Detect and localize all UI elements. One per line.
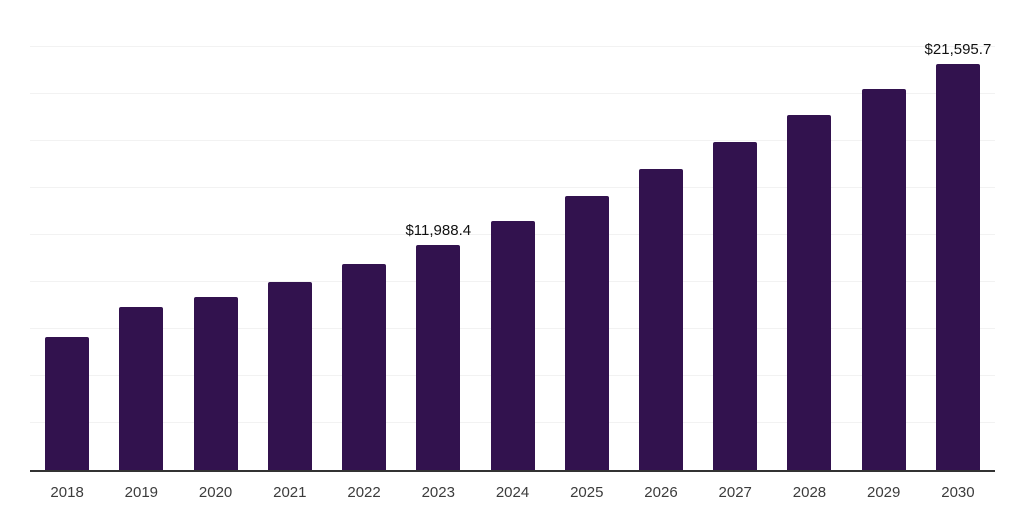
x-tick-label-2028: 2028 xyxy=(792,484,827,501)
bar-band-2019 xyxy=(104,0,178,470)
bar-band-2028 xyxy=(772,0,846,470)
bar-2020 xyxy=(193,296,238,470)
bar-band-2024 xyxy=(475,0,549,470)
bar-band-2027 xyxy=(698,0,772,470)
bar-2029 xyxy=(861,88,906,470)
x-tick-label-2027: 2027 xyxy=(718,484,752,501)
bar-2021 xyxy=(267,282,312,470)
gridline xyxy=(30,140,995,141)
bar-2019 xyxy=(119,306,164,470)
bars: $11,988.4 $21,595.7 xyxy=(30,0,995,470)
x-tick-label-2019: 2019 xyxy=(124,484,159,501)
x-tick-label-2023: 2023 xyxy=(421,484,455,501)
bar-band-2030: $21,595.7 xyxy=(921,0,995,470)
bar-band-2025 xyxy=(550,0,624,470)
bar-2018 xyxy=(45,337,90,470)
bar-2024 xyxy=(490,221,535,470)
bar-2027 xyxy=(713,142,758,470)
x-tick-label-2018: 2018 xyxy=(50,484,84,501)
x-tick-label-2025: 2025 xyxy=(570,484,604,501)
plot-area: $11,988.4 $21,595.7 xyxy=(30,0,995,472)
x-tick-label-2022: 2022 xyxy=(347,484,381,501)
bar-2030 xyxy=(935,64,980,470)
x-tick-label-2026: 2026 xyxy=(644,484,678,501)
bar-band-2022 xyxy=(327,0,401,470)
bar-2022 xyxy=(342,264,387,470)
x-tick-label-2024: 2024 xyxy=(495,484,530,501)
x-axis-tick-labels: 2018 2019 2020 2021 2022 2023 2024 2025 2026 2027… xyxy=(30,484,995,502)
value-label-2030: $21,595.7 xyxy=(924,41,992,59)
value-label-2023: $11,988.4 xyxy=(405,221,472,239)
bar-2028 xyxy=(787,115,832,470)
x-tick-label-2030: 2030 xyxy=(941,484,975,501)
bar-2025 xyxy=(564,195,609,470)
bar-2023 xyxy=(416,244,461,470)
gridline xyxy=(30,93,995,94)
bar-band-2020 xyxy=(178,0,252,470)
x-axis-line xyxy=(30,470,995,472)
gridline xyxy=(30,46,995,47)
bar-band-2029 xyxy=(847,0,921,470)
x-tick-label-2029: 2029 xyxy=(867,484,901,501)
bar-band-2026 xyxy=(624,0,698,470)
gridline xyxy=(30,187,995,188)
x-tick-label-2021: 2021 xyxy=(273,484,307,501)
x-tick-label-2020: 2020 xyxy=(198,484,233,501)
bar-band-2021 xyxy=(253,0,327,470)
bar-band-2023: $11,988.4 xyxy=(401,0,475,470)
bar-band-2018 xyxy=(30,0,104,470)
bar-2026 xyxy=(638,168,683,470)
